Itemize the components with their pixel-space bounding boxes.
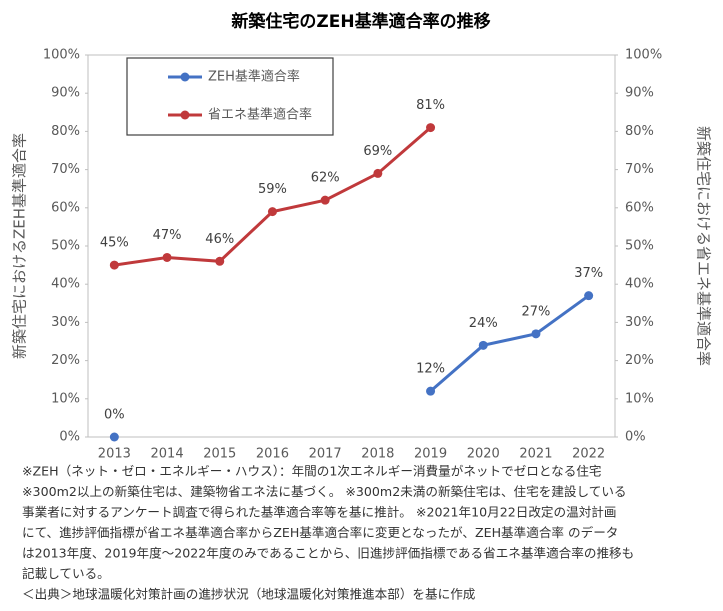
value-label: 81% bbox=[416, 98, 445, 113]
y-tick-label: 90% bbox=[51, 86, 80, 101]
value-label: 12% bbox=[416, 362, 445, 377]
note-line: ※300m2以上の新築住宅は、建築物省エネ法に基づく。 ※300m2未満の新築住… bbox=[22, 484, 627, 499]
legend-label: 省エネ基準適合率 bbox=[208, 107, 312, 123]
note-line: 記載している。 bbox=[22, 566, 110, 581]
y2-tick-label: 20% bbox=[625, 353, 654, 368]
y-axis-label: 新築住宅におけるZEH基準適合率 bbox=[11, 133, 29, 359]
point bbox=[162, 252, 172, 262]
value-label: 47% bbox=[153, 228, 182, 243]
point bbox=[109, 260, 119, 270]
y-tick-label: 100% bbox=[43, 48, 80, 63]
y-tick-label: 80% bbox=[51, 124, 80, 139]
point bbox=[531, 329, 541, 339]
legend-box bbox=[126, 57, 334, 136]
x-tick-label: 2019 bbox=[414, 447, 447, 462]
y-tick-label: 30% bbox=[51, 315, 80, 330]
y2-tick-label: 60% bbox=[625, 200, 654, 215]
y2-axis-label: 新築住宅における省エネ基準適合率 bbox=[695, 126, 713, 366]
x-tick-label: 2017 bbox=[309, 447, 342, 462]
y2-tick-label: 0% bbox=[625, 430, 646, 445]
y2-tick-label: 30% bbox=[625, 315, 654, 330]
y-tick-label: 70% bbox=[51, 162, 80, 177]
value-label: 69% bbox=[363, 144, 392, 159]
point bbox=[426, 386, 436, 396]
point bbox=[109, 432, 119, 442]
point bbox=[267, 207, 277, 217]
y-tick-label: 50% bbox=[51, 239, 80, 254]
y-tick-label: 20% bbox=[51, 353, 80, 368]
y2-tick-label: 90% bbox=[625, 86, 654, 101]
note-line: にて、進捗評価指標が省エネ基準適合率からZEH基準適合率に変更となったが、ZEH… bbox=[22, 525, 618, 540]
value-label: 59% bbox=[258, 182, 287, 197]
y2-tick-label: 40% bbox=[625, 277, 654, 292]
x-tick-label: 2016 bbox=[256, 447, 289, 462]
y2-tick-label: 100% bbox=[625, 48, 662, 63]
x-tick-label: 2021 bbox=[519, 447, 552, 462]
y-tick-label: 10% bbox=[51, 391, 80, 406]
x-tick-label: 2013 bbox=[98, 447, 131, 462]
chart-title: 新築住宅のZEH基準適合率の推移 bbox=[231, 11, 490, 32]
y-tick-label: 60% bbox=[51, 200, 80, 215]
y2-tick-label: 80% bbox=[625, 124, 654, 139]
point bbox=[373, 168, 383, 178]
y2-tick-label: 70% bbox=[625, 162, 654, 177]
legend-marker bbox=[180, 72, 190, 82]
y-tick-label: 0% bbox=[59, 430, 80, 445]
value-label: 45% bbox=[100, 236, 129, 251]
note-line: ＜出典＞地球温暖化対策計画の進捗状況（地球温暖化対策推進本部）を基に作成 bbox=[22, 587, 476, 602]
y2-tick-label: 10% bbox=[625, 391, 654, 406]
point bbox=[320, 195, 330, 205]
series-line bbox=[429, 294, 590, 393]
y-tick-label: 40% bbox=[51, 277, 80, 292]
x-tick-label: 2014 bbox=[151, 447, 184, 462]
value-label: 62% bbox=[311, 171, 340, 186]
x-tick-label: 2022 bbox=[572, 447, 605, 462]
value-label: 27% bbox=[521, 304, 550, 319]
legend-label: ZEH基準適合率 bbox=[208, 69, 300, 85]
note-line: は2013年度、2019年度～2022年度のみであることから、旧進捗評価指標であ… bbox=[22, 546, 634, 561]
value-label: 24% bbox=[469, 316, 498, 331]
point bbox=[215, 256, 225, 266]
point bbox=[584, 291, 594, 301]
note-line: ※ZEH（ネット・ゼロ・エネルギー・ハウス）：年間の1次エネルギー消費量がネット… bbox=[22, 464, 601, 479]
legend-marker bbox=[180, 110, 190, 120]
point bbox=[478, 340, 488, 350]
note-line: 事業者に対するアンケート調査で得られた基準適合率等を基に推計。 ※2021年10… bbox=[22, 505, 617, 520]
x-tick-label: 2015 bbox=[203, 447, 236, 462]
y2-tick-label: 50% bbox=[625, 239, 654, 254]
x-tick-label: 2020 bbox=[467, 447, 500, 462]
value-label: 37% bbox=[574, 266, 603, 281]
value-label: 0% bbox=[104, 408, 125, 423]
x-tick-label: 2018 bbox=[361, 447, 394, 462]
value-label: 46% bbox=[205, 232, 234, 247]
point bbox=[426, 123, 436, 133]
